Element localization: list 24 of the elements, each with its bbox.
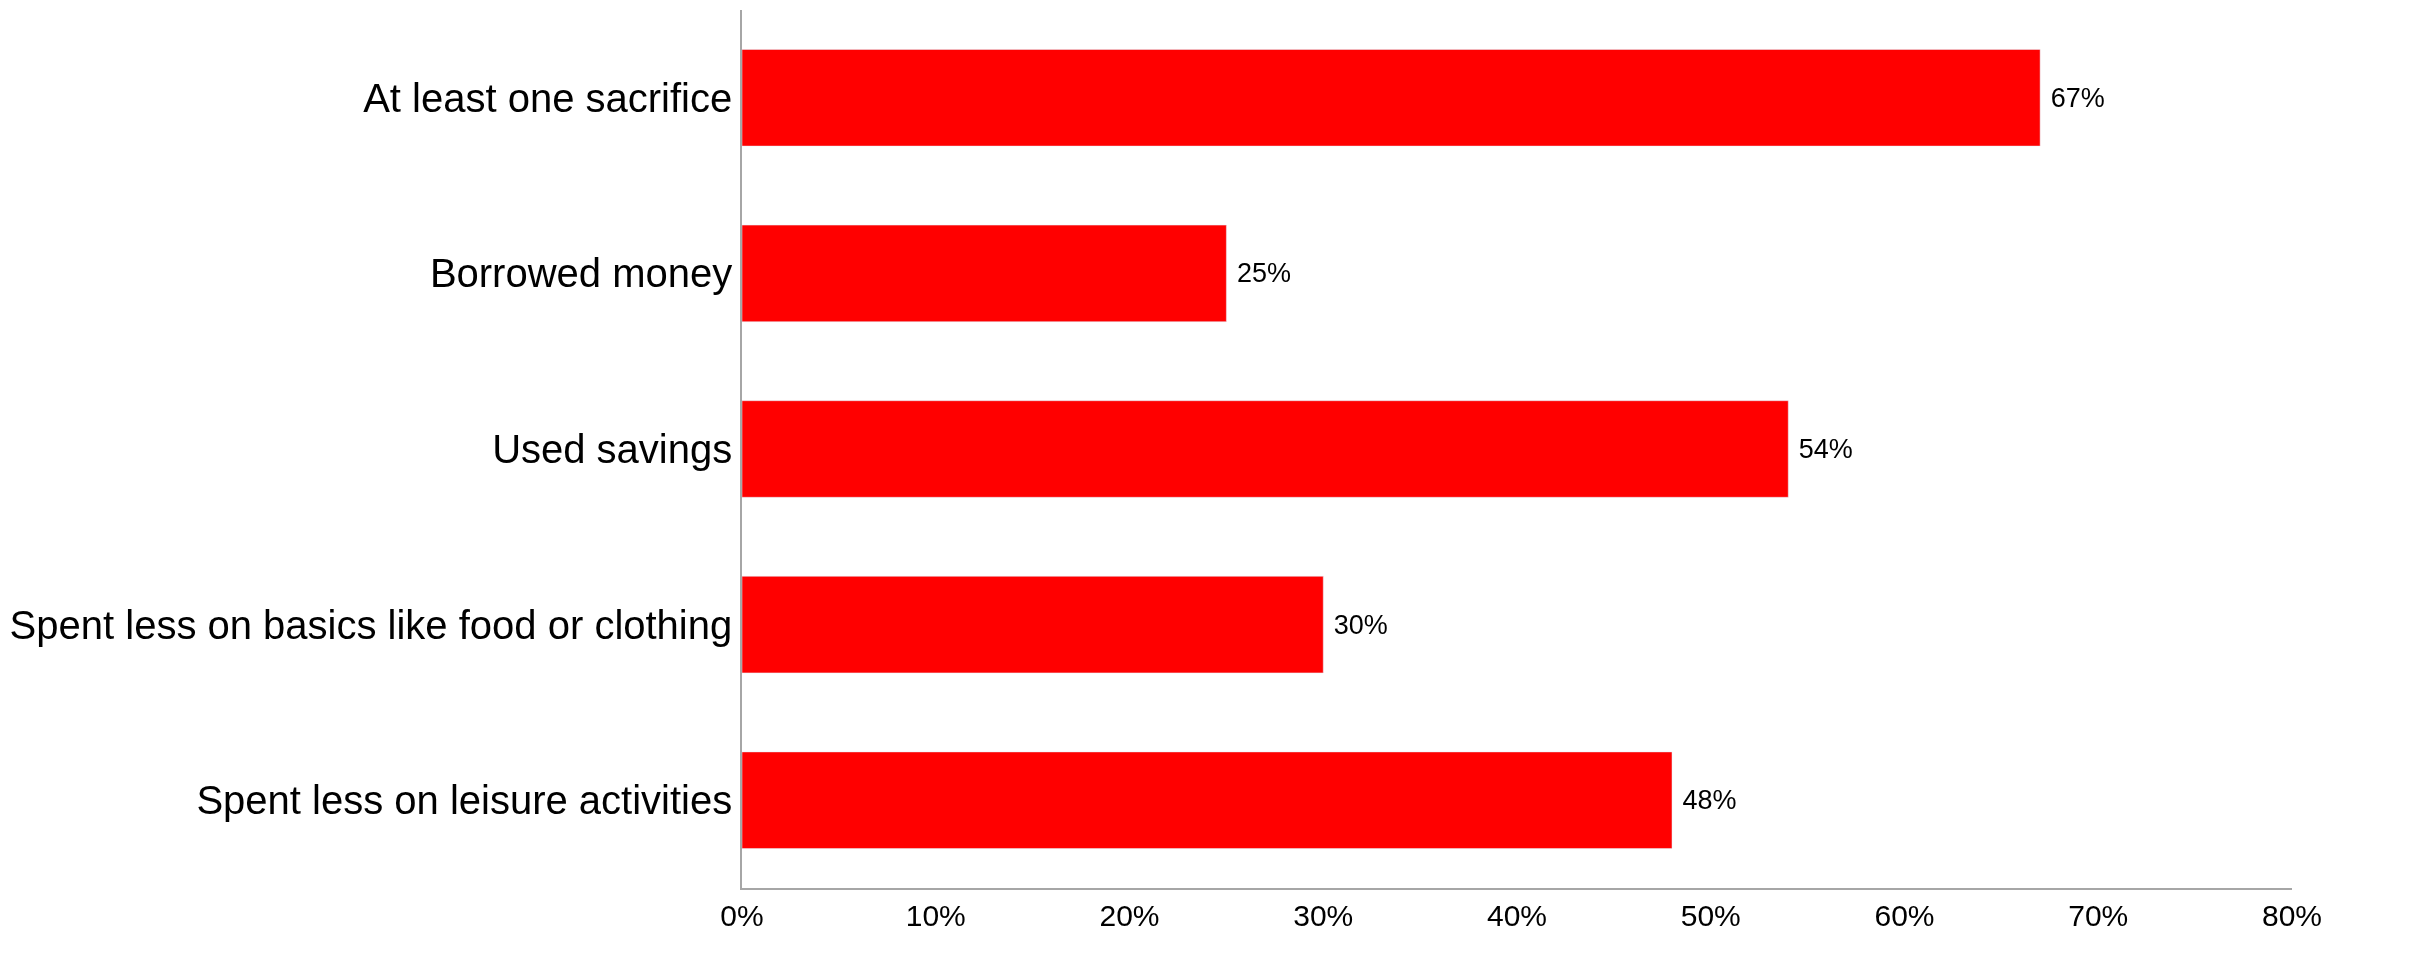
x-tick-label: 20% — [1099, 898, 1160, 932]
x-tick-label: 50% — [1680, 898, 1741, 932]
data-label: 30% — [1326, 609, 1388, 640]
x-tick-label: 40% — [1486, 898, 1548, 932]
bar — [742, 49, 2041, 147]
data-label: 67% — [2043, 82, 2105, 113]
y-tick-label: Spent less on leisure activities — [196, 778, 733, 823]
data-label: 48% — [1675, 785, 1737, 816]
x-tick-label: 30% — [1293, 898, 1354, 932]
y-tick-label: Borrowed money — [429, 251, 733, 296]
bar — [742, 224, 1227, 322]
y-tick-label: Spent less on basics like food or clothing — [9, 602, 733, 647]
y-tick-label: At least one sacrifice — [363, 75, 733, 120]
data-label: 25% — [1229, 258, 1291, 289]
x-tick-label: 0% — [720, 898, 764, 932]
data-label: 54% — [1791, 434, 1853, 464]
bar — [742, 400, 1789, 498]
x-tick-label: 60% — [1874, 898, 1935, 932]
x-tick-label: 10% — [905, 898, 966, 932]
bar — [742, 751, 1673, 849]
y-tick-label: Used savings — [492, 427, 733, 471]
x-tick-label: 70% — [2068, 898, 2129, 932]
x-tick-label: 80% — [2261, 898, 2323, 932]
bar — [742, 576, 1324, 674]
